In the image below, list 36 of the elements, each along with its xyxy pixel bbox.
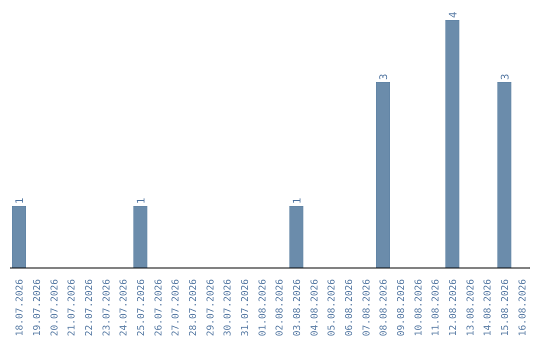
x-tick-label: 22.07.2026 [84, 278, 95, 336]
x-tick-label: 10.08.2026 [413, 278, 424, 336]
x-tick-label: 07.08.2026 [361, 278, 372, 336]
data-label: 4 [447, 12, 460, 18]
data-label: 1 [14, 198, 26, 204]
x-tick-label: 02.08.2026 [274, 278, 286, 336]
x-tick-label: 27.07.2026 [170, 278, 182, 336]
data-label: 3 [499, 74, 512, 80]
x-tick-label: 20.07.2026 [49, 278, 60, 336]
data-label: 1 [135, 198, 148, 204]
x-tick-label: 18.07.2026 [14, 278, 26, 336]
x-tick-label: 01.08.2026 [257, 278, 268, 336]
x-tick-label: 16.08.2026 [517, 278, 528, 336]
data-label: 3 [378, 74, 390, 80]
x-tick-label: 03.08.2026 [292, 278, 303, 336]
x-tick-label: 06.08.2026 [344, 278, 355, 336]
x-tick-label: 08.08.2026 [378, 278, 390, 336]
x-tick-label: 11.08.2026 [430, 278, 442, 336]
x-tick-label: 24.07.2026 [118, 278, 130, 336]
x-tick-label: 26.07.2026 [153, 278, 164, 336]
x-tick-label: 19.07.2026 [32, 278, 43, 336]
x-tick-label: 29.07.2026 [205, 278, 216, 336]
x-tick-label: 12.08.2026 [448, 278, 459, 336]
x-tick-label: 05.08.2026 [326, 278, 338, 336]
x-tick-label: 09.08.2026 [396, 278, 407, 336]
x-tick-label: 14.08.2026 [482, 278, 494, 336]
x-tick-label: 23.07.2026 [101, 278, 112, 336]
x-tick-label: 25.07.2026 [136, 278, 147, 336]
x-tick-label: 13.08.2026 [465, 278, 476, 336]
x-tick-label: 30.07.2026 [222, 278, 234, 336]
x-tick-label: 04.08.2026 [309, 278, 320, 336]
x-tick-label: 15.08.2026 [500, 278, 511, 336]
x-tick-label: 21.07.2026 [66, 278, 78, 336]
data-label: 1 [291, 198, 304, 204]
x-tick-label: 28.07.2026 [188, 278, 199, 336]
x-tick-label: 31.07.2026 [240, 278, 251, 336]
